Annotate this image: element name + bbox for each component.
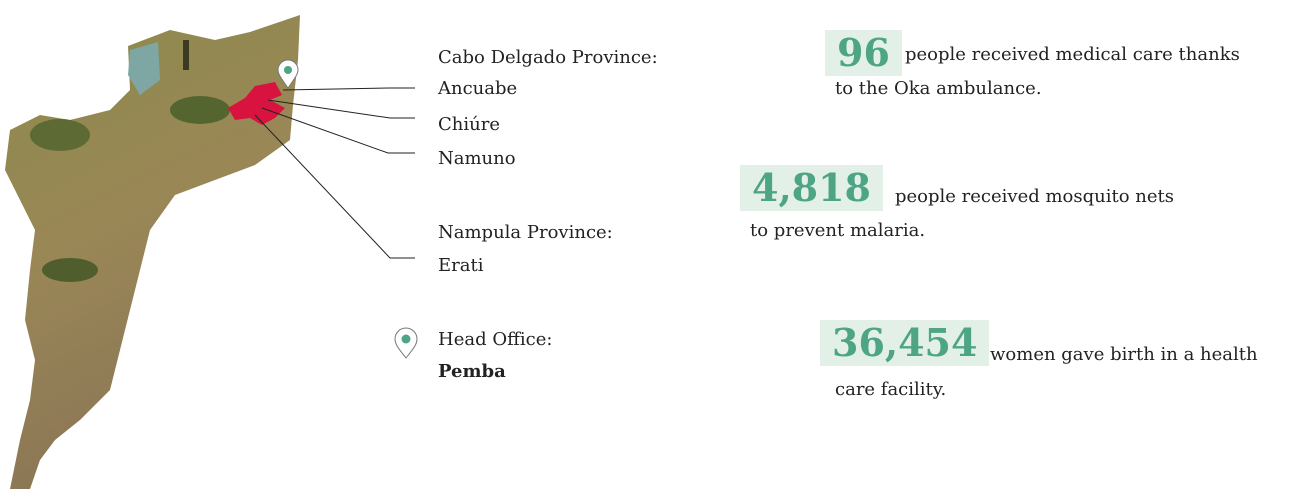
province-label: Nampula Province: [438,222,613,243]
stat-text: care facility. [835,379,947,400]
province-label: Cabo Delgado Province: [438,47,658,68]
stat-number: 4,818 [740,165,883,211]
district-label: Chiúre [438,114,500,135]
stat-text: women gave birth in a health [990,344,1258,365]
office-city: Pemba [438,361,506,382]
tree [42,258,98,282]
district-label: Erati [438,255,484,276]
district-label: Namuno [438,148,516,169]
stat-text: people received mosquito nets [895,186,1174,207]
stat-text: people received medical care thanks [905,44,1240,65]
district-label: Ancuabe [438,78,518,99]
district-area [228,82,285,125]
leader-lines [254,87,415,259]
tree [170,96,230,124]
tree-trunk [183,40,189,70]
stat-text: to the Oka ambulance. [835,78,1042,99]
pin-dot [284,66,292,74]
pin-dot [401,334,411,344]
stat-number: 96 [825,30,902,76]
office-label: Head Office: [438,329,553,350]
stat-number: 36,454 [820,320,990,366]
lake [128,42,160,95]
tree [30,119,90,151]
stat-text: to prevent malaria. [750,220,926,241]
